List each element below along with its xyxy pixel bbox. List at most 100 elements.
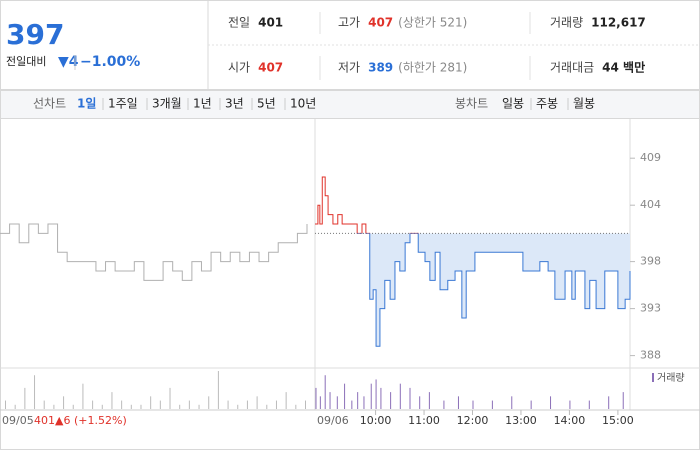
date-label: 09/06 [317,414,349,427]
volume-bar [130,404,132,409]
volume-bar [188,400,190,409]
legend-label: 거래량 [657,372,685,384]
stat-value: 407 [258,61,283,75]
volume-bar [150,396,152,409]
tabs: 선차트 1일 1주일 3개월 1년 3년 5년 10년 봉차트 일봉 주봉 월봉 [33,97,595,111]
stat-value: 401 [258,16,283,30]
volume-bar [275,400,277,409]
volume-bar [443,400,445,409]
candle-tab[interactable]: 일봉 [502,97,524,111]
volume-bar [608,396,610,409]
volume-bar [324,375,326,409]
volume-bar [363,396,365,409]
x-tick-label: 14:00 [554,414,586,427]
stat-label: 저가 [338,61,360,75]
stat-extra: (상한가 521) [398,16,467,30]
range-tab[interactable]: 5년 [257,97,276,111]
stat-label: 전일 [228,16,250,30]
volume-bar [217,371,219,409]
stat-label: 고가 [338,16,360,30]
range-tab[interactable]: 1일 [77,97,96,111]
legend-swatch [652,373,654,382]
volume-bar [121,400,123,409]
volume-bar [72,404,74,409]
range-tab[interactable]: 3개월 [152,97,182,111]
stat-value: 44 백만 [602,60,645,75]
volume-bar [101,404,103,409]
stat-value: 389 [368,61,393,75]
x-tick-label: 10:00 [360,414,392,427]
range-tab[interactable]: 10년 [290,97,316,111]
volume-bar [53,404,55,409]
volume-bar [390,392,392,409]
stat-label: 거래대금 [550,61,594,75]
volume-bar [336,396,338,409]
tab-bar [0,90,700,119]
y-tick-label: 409 [640,151,661,164]
volume-bar [5,400,6,409]
volume-bar [357,392,359,409]
price: 397 [6,18,64,51]
volume-bar [140,404,142,409]
stat-label: 시가 [228,61,250,75]
volume-bar [375,379,377,409]
candle-tab[interactable]: 월봉 [573,97,595,111]
footer-change: ▲6 [55,414,70,427]
volume-bar [550,396,552,409]
x-tick-label: 13:00 [505,414,537,427]
volume-bar [111,392,113,409]
volume-bar [399,383,401,409]
date-label: 09/05 [2,414,34,427]
tab-label: 선차트 [33,97,66,111]
volume-bar [63,396,65,409]
volume-bar [511,396,513,409]
range-tab[interactable]: 3년 [225,97,244,111]
volume-bar [34,375,36,409]
volume-bar [256,396,258,409]
volume-bar [344,383,346,409]
volume-bar [370,383,372,409]
stat-value: 112,617 [591,16,646,30]
volume-bar [472,400,474,409]
candle-tab[interactable]: 주봉 [536,97,558,111]
stat-label: 거래량 [550,16,583,30]
volume-bar [329,392,331,409]
y-tick-label: 404 [640,198,661,211]
x-tick-label: 11:00 [408,414,440,427]
change-label: 전일대비 [6,54,46,68]
volume-bar [82,383,84,409]
volume-bar [285,392,287,409]
volume-bar [169,387,171,409]
volume-bar [305,400,306,409]
volume-bar [208,396,210,409]
volume-bar [569,400,571,409]
volume-bar [179,404,181,409]
volume-bar [419,396,421,409]
volume-bar [227,400,229,409]
volume-bar [319,396,321,409]
volume-bar [14,404,16,409]
price-line-up [315,176,419,234]
volume-bar [246,400,248,409]
y-tick-label: 398 [640,255,661,268]
volume-bar [266,404,268,409]
tab-label: 봉차트 [455,97,488,111]
change: ▼4 [58,54,79,70]
volume-bar [198,404,200,409]
x-tick-label: 15:00 [602,414,634,427]
range-tab[interactable]: 1주일 [108,97,138,111]
volume-bar [295,404,297,409]
volume-bar [491,400,493,409]
volume-bar [92,400,94,409]
range-tab[interactable]: 1년 [193,97,212,111]
y-tick-label: 388 [640,349,661,362]
volume-bar [43,400,45,409]
prev-day-line [0,223,308,281]
footer-pct: (+1.52%) [74,414,127,427]
stat-extra: (하한가 281) [398,61,467,75]
footer-close: 401 [34,414,55,427]
volume-bar [159,400,161,409]
volume-bar [380,387,382,409]
price-line-down [356,233,631,347]
